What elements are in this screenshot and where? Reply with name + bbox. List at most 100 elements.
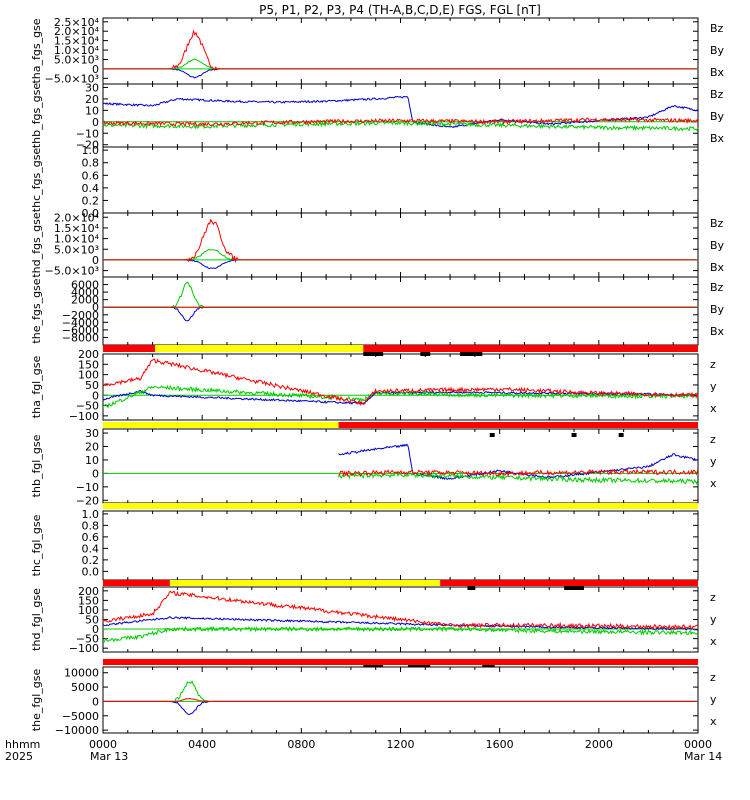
mode-bar-mark <box>363 352 384 356</box>
y-tick-label: −4000 <box>62 316 99 329</box>
y-tick-label: −10000 <box>55 724 99 737</box>
mode-bar-segment-yellow <box>155 345 364 352</box>
mode-bar <box>103 422 698 437</box>
y-axis-label: thc_fgl_gse <box>30 514 43 576</box>
x-tick-label: 1600 <box>486 738 514 751</box>
legend-y: y <box>710 613 717 626</box>
y-axis-label: thb_fgs_gse <box>30 83 43 149</box>
series-y-line <box>102 625 699 643</box>
y-tick-label: 0.0 <box>82 207 100 220</box>
series-x-line <box>103 700 697 716</box>
series-z-line <box>102 358 699 407</box>
mode-bar <box>103 580 698 590</box>
legend-x: x <box>710 477 717 490</box>
panels-group: −5.0×10³05.0×10³1.0×10⁴1.5×10⁴2.0×10⁴2.5… <box>30 16 725 737</box>
x-row-label-hhmm: hhmm <box>5 738 40 751</box>
mode-bar-segment-red <box>440 580 698 586</box>
y-tick-label: 2000 <box>71 294 99 307</box>
y-tick-label: 20 <box>85 93 99 106</box>
mode-bar-segment-yellow <box>103 503 698 509</box>
y-tick-label: 10 <box>85 454 99 467</box>
panel-thc_fgl_gse: 0.00.20.40.60.81.0 thc_fgl_gse <box>30 508 699 581</box>
x-date-label-start: Mar 13 <box>90 750 128 763</box>
y-tick-label: 1.5×10⁴ <box>54 222 100 235</box>
legend-Bx: Bx <box>710 132 725 145</box>
y-tick-label: 50 <box>85 379 99 392</box>
legend-Bz: Bz <box>710 22 724 35</box>
legend-Bz: Bz <box>710 281 724 294</box>
x-tick-label: 0000 <box>684 738 712 751</box>
y-tick-label: 100 <box>78 369 99 382</box>
y-tick-label: −8000 <box>62 331 99 344</box>
y-tick-label: 5.0×10³ <box>54 53 99 66</box>
mode-bar-segment-red <box>338 422 698 428</box>
y-tick-label: 0.8 <box>82 519 100 532</box>
y-tick-label: 1.5×10⁴ <box>54 35 100 48</box>
panel-frame <box>102 353 699 421</box>
mode-bar-segment-red <box>103 345 156 352</box>
y-axis-label: thb_fgl_gse <box>30 434 43 497</box>
x-tick-label: 0000 <box>89 738 117 751</box>
series-x-line <box>103 306 697 322</box>
y-tick-label: −10 <box>76 481 99 494</box>
legend-y: y <box>710 693 717 706</box>
y-tick-label: 4000 <box>71 286 99 299</box>
y-tick-label: 1.0×10⁴ <box>54 233 100 246</box>
mode-bar-segment-yellow <box>169 580 441 586</box>
y-tick-label: 0.8 <box>82 157 100 170</box>
y-axis-label: the_fgs_gse <box>30 278 43 343</box>
series-x-line <box>338 443 698 481</box>
legend-y: y <box>710 455 717 468</box>
mode-bar-mark <box>489 433 495 437</box>
legend-Bx: Bx <box>710 66 725 79</box>
legend-z: z <box>710 671 716 684</box>
panel-frame <box>102 212 699 278</box>
legend-x: x <box>710 402 717 415</box>
y-tick-label: 150 <box>78 358 99 371</box>
mode-bar-mark <box>460 352 483 356</box>
series-z-line <box>103 28 697 71</box>
y-tick-label: 150 <box>78 594 99 607</box>
y-tick-label: −10 <box>76 127 99 140</box>
legend-x: x <box>710 635 717 648</box>
y-tick-label: −5000 <box>62 710 99 723</box>
y-tick-label: 6000 <box>71 279 99 292</box>
mode-bar <box>103 345 698 356</box>
panel-frame <box>102 17 699 85</box>
panel-frame <box>102 510 699 581</box>
y-tick-label: 2.0×10⁴ <box>54 25 100 38</box>
legend-z: z <box>710 591 716 604</box>
y-tick-label: 10 <box>85 104 99 117</box>
y-axis-label: tha_fgs_gse <box>30 18 43 83</box>
y-tick-label: 2.0×10⁴ <box>54 211 100 224</box>
y-tick-label: −20 <box>76 139 99 152</box>
y-tick-label: 2.5×10⁴ <box>54 16 100 29</box>
mode-bar-mark <box>420 352 431 356</box>
y-tick-label: −50 <box>76 400 99 413</box>
mode-bars-group <box>103 345 698 667</box>
y-tick-label: −2000 <box>62 309 99 322</box>
legend-By: By <box>710 110 725 123</box>
y-axis-label: the_fgl_gse <box>30 669 43 732</box>
mode-bar <box>103 503 698 509</box>
y-tick-label: 30 <box>85 81 99 94</box>
legend-Bz: Bz <box>710 217 724 230</box>
y-tick-label: −5.0×10³ <box>45 265 99 278</box>
y-tick-label: 30 <box>85 427 99 440</box>
y-tick-label: 0 <box>92 467 99 480</box>
series-x-line <box>103 68 697 79</box>
legend-y: y <box>710 380 717 393</box>
panel-frame <box>102 666 699 734</box>
series-y-line <box>103 58 697 70</box>
y-tick-label: −50 <box>76 633 99 646</box>
mode-bar <box>103 659 698 667</box>
series-z-line <box>103 698 697 703</box>
panel-frame <box>102 146 699 214</box>
y-tick-label: 5000 <box>71 681 99 694</box>
legend-Bx: Bx <box>710 261 725 274</box>
